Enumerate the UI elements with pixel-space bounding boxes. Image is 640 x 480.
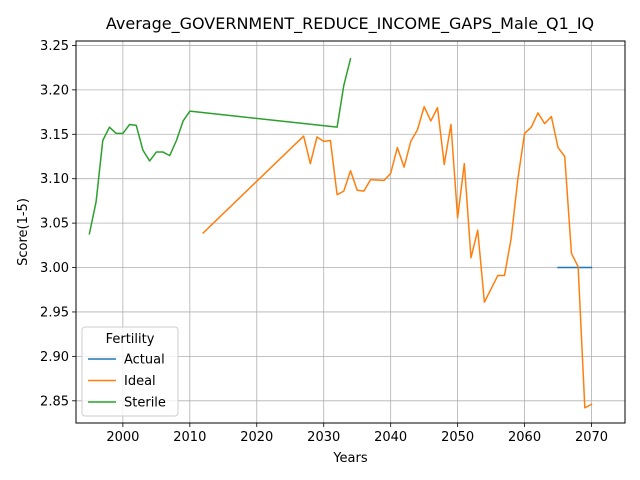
y-tick-label: 3.05 bbox=[40, 217, 69, 232]
x-tick-label: 2010 bbox=[173, 430, 206, 445]
legend-box bbox=[81, 326, 179, 417]
x-tick-label: 2050 bbox=[441, 430, 474, 445]
legend-entry: Sterile bbox=[124, 396, 166, 411]
y-tick-label: 2.95 bbox=[40, 305, 69, 320]
legend-title: Fertility bbox=[106, 332, 155, 347]
legend-entry: Actual bbox=[124, 353, 165, 368]
y-axis-label: Score(1-5) bbox=[16, 198, 31, 266]
y-tick-label: 3.25 bbox=[40, 39, 69, 54]
series-line-ideal bbox=[202, 105, 593, 409]
series-line-sterile bbox=[88, 57, 352, 235]
x-axis-label: Years bbox=[332, 451, 368, 466]
x-tick-label: 2070 bbox=[575, 430, 608, 445]
series-lines bbox=[88, 57, 593, 409]
legend-entry: Ideal bbox=[124, 374, 156, 389]
y-tick-label: 3.20 bbox=[40, 83, 69, 98]
y-axis: 2.85 2.90 2.95 3.00 3.05 3.10 3.15 3.20 3.25 bbox=[40, 39, 76, 409]
x-tick-label: 2040 bbox=[374, 430, 407, 445]
plot-frame bbox=[75, 40, 626, 424]
y-tick-label: 3.00 bbox=[40, 261, 69, 276]
y-tick-label: 3.15 bbox=[40, 128, 69, 143]
x-tick-label: 2060 bbox=[508, 430, 541, 445]
x-tick-label: 2000 bbox=[106, 430, 139, 445]
y-tick-label: 2.85 bbox=[40, 394, 69, 409]
y-tick-label: 3.10 bbox=[40, 172, 69, 187]
x-tick-label: 2020 bbox=[240, 430, 273, 445]
x-tick-label: 2030 bbox=[307, 430, 340, 445]
chart-title: Average_GOVERNMENT_REDUCE_INCOME_GAPS_Ma… bbox=[106, 14, 594, 34]
x-axis: 2000 2010 2020 2030 2040 2050 2060 2070 bbox=[106, 423, 608, 445]
y-tick-label: 2.90 bbox=[40, 350, 69, 365]
legend: Fertility Actual Ideal Sterile bbox=[81, 326, 179, 417]
